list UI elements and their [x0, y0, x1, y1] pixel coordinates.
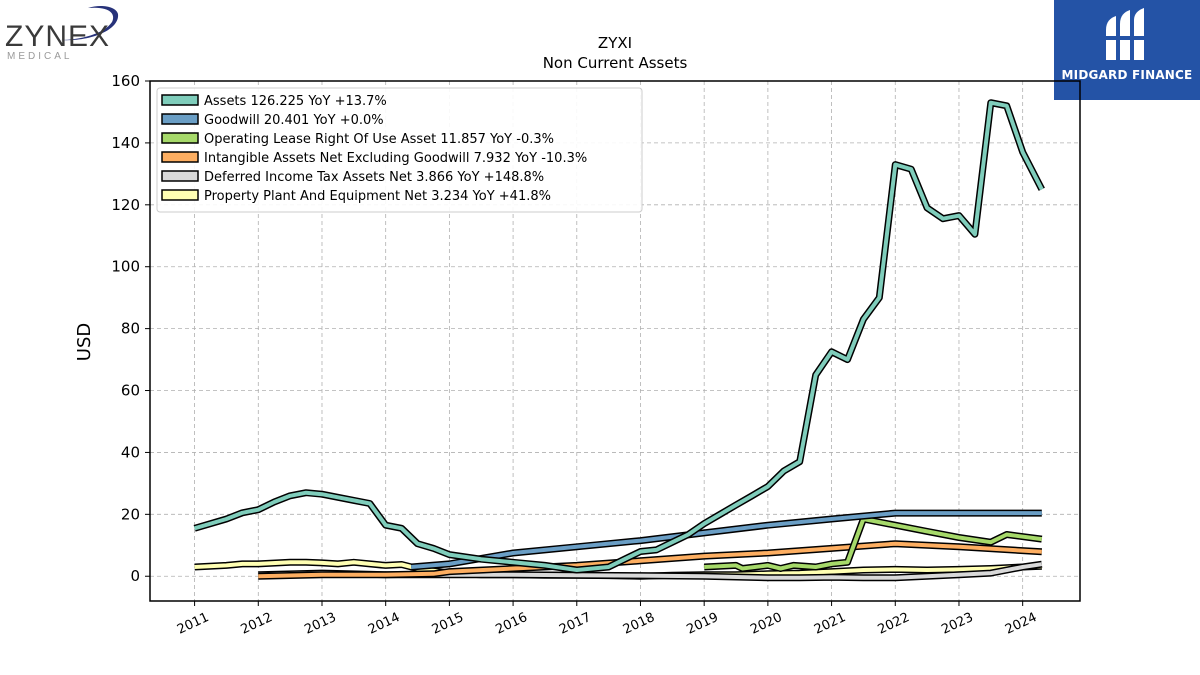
midgard-finance-wordmark: MIDGARD FINANCE — [1061, 68, 1193, 82]
chart-subtitle: Non Current Assets — [543, 54, 688, 72]
series-line — [410, 509, 1042, 571]
x-tick-label: 2020 — [748, 610, 784, 638]
y-tick-label: 80 — [121, 320, 140, 338]
y-tick-label: 140 — [111, 134, 140, 152]
legend-entry: Property Plant And Equipment Net 3.234 Y… — [204, 189, 551, 204]
legend-swatch — [161, 132, 199, 144]
series-line-stroke — [411, 511, 1042, 569]
y-tick-label: 20 — [121, 505, 140, 523]
y-tick-label: 100 — [111, 258, 140, 276]
x-tick-label: 2016 — [493, 610, 529, 638]
y-tick-label: 0 — [130, 567, 140, 585]
plot-frame — [149, 80, 1081, 602]
y-tick-label: 60 — [121, 382, 140, 400]
x-tick-label: 2011 — [175, 610, 211, 638]
legend-entry: Intangible Assets Net Excluding Goodwill… — [204, 151, 587, 166]
y-tick-label: 40 — [121, 443, 140, 461]
series-line — [704, 515, 1043, 572]
legend-entry: Assets 126.225 YoY +13.7% — [204, 94, 387, 109]
x-tick-label: 2018 — [621, 610, 657, 638]
chart-title: ZYXI — [598, 34, 632, 52]
x-tick-label: 2024 — [1003, 610, 1039, 638]
legend-swatch — [161, 151, 199, 163]
legend-swatch — [161, 113, 199, 125]
legend-entry: Deferred Income Tax Assets Net 3.866 YoY… — [204, 170, 544, 185]
legend: Assets 126.225 YoY +13.7% Goodwill 20.401… — [156, 87, 643, 213]
series-line-stroke — [194, 100, 1044, 572]
legend-swatch — [161, 189, 199, 201]
x-axis-ticks: 2011 2012 2013 2014 2015 2016 2017 2018 2019 2020… — [175, 601, 1039, 638]
series-line — [193, 99, 1045, 574]
logo-sub-wordmark: MEDICAL — [7, 51, 72, 62]
x-tick-label: 2012 — [239, 610, 275, 638]
x-tick-label: 2022 — [876, 610, 912, 638]
legend-swatch — [161, 94, 199, 106]
legend-entry: Goodwill 20.401 YoY +0.0% — [204, 113, 384, 128]
y-axis-label: USD — [74, 323, 95, 361]
x-tick-label: 2015 — [430, 610, 466, 638]
series-line-stroke — [704, 517, 1043, 571]
x-tick-label: 2019 — [685, 610, 721, 638]
midgard-emblem-icon — [1104, 8, 1148, 60]
x-tick-label: 2017 — [557, 610, 593, 638]
legend-box — [156, 87, 643, 213]
zynex-medical-logo: ZYNEX MEDICAL — [5, 6, 119, 62]
y-tick-label: 160 — [111, 72, 140, 90]
y-axis-ticks: 0 20 40 60 80 100 120 140 160 — [111, 72, 150, 585]
midgard-finance-logo: MIDGARD FINANCE — [1054, 0, 1200, 100]
y-tick-label: 120 — [111, 196, 140, 214]
legend-entry: Operating Lease Right Of Use Asset 11.85… — [204, 132, 554, 147]
x-tick-label: 2013 — [302, 610, 338, 638]
x-tick-label: 2014 — [366, 610, 402, 638]
x-tick-label: 2023 — [939, 610, 975, 638]
x-tick-label: 2021 — [812, 610, 848, 638]
series-layer — [193, 99, 1045, 582]
logo-wordmark: ZYNEX — [5, 20, 110, 53]
legend-swatch — [161, 170, 199, 182]
